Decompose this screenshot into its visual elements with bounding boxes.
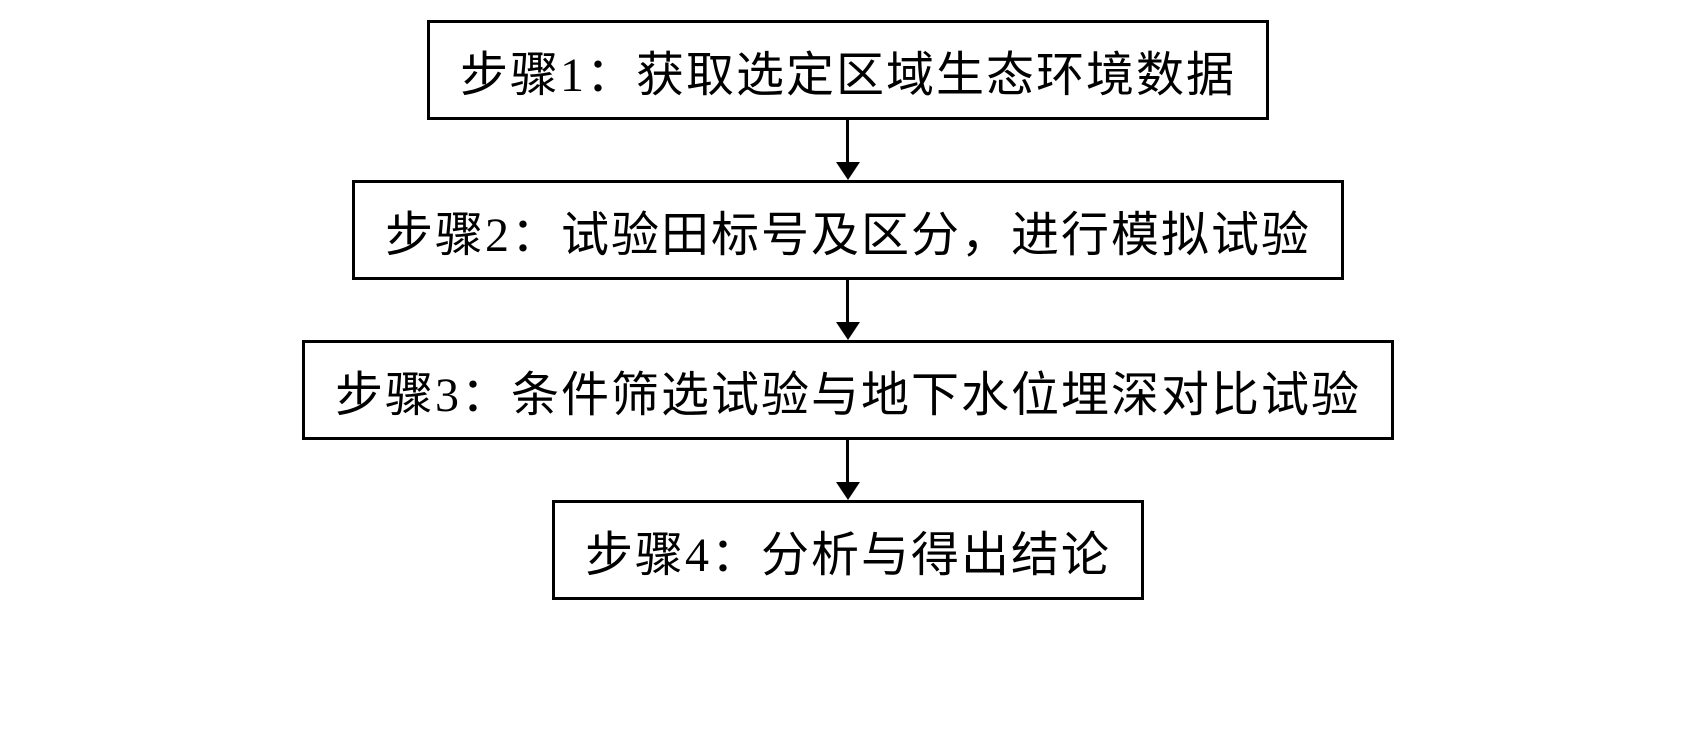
arrow-head-icon <box>836 482 860 500</box>
arrow-3-to-4 <box>836 440 860 500</box>
step-box-4: 步骤4：分析与得出结论 <box>552 500 1144 600</box>
step-text-1: 步骤1：获取选定区域生态环境数据 <box>460 49 1236 102</box>
step-text-4: 步骤4：分析与得出结论 <box>585 529 1111 582</box>
flowchart-container: 步骤1：获取选定区域生态环境数据 步骤2：试验田标号及区分，进行模拟试验 步骤3… <box>302 20 1394 600</box>
step-box-3: 步骤3：条件筛选试验与地下水位埋深对比试验 <box>302 340 1394 440</box>
arrow-head-icon <box>836 322 860 340</box>
arrow-1-to-2 <box>836 120 860 180</box>
step-text-2: 步骤2：试验田标号及区分，进行模拟试验 <box>385 209 1311 262</box>
arrow-line-icon <box>846 120 849 162</box>
step-text-3: 步骤3：条件筛选试验与地下水位埋深对比试验 <box>335 369 1361 422</box>
step-box-2: 步骤2：试验田标号及区分，进行模拟试验 <box>352 180 1344 280</box>
arrow-head-icon <box>836 162 860 180</box>
arrow-line-icon <box>846 280 849 322</box>
arrow-2-to-3 <box>836 280 860 340</box>
step-box-1: 步骤1：获取选定区域生态环境数据 <box>427 20 1269 120</box>
arrow-line-icon <box>846 440 849 482</box>
